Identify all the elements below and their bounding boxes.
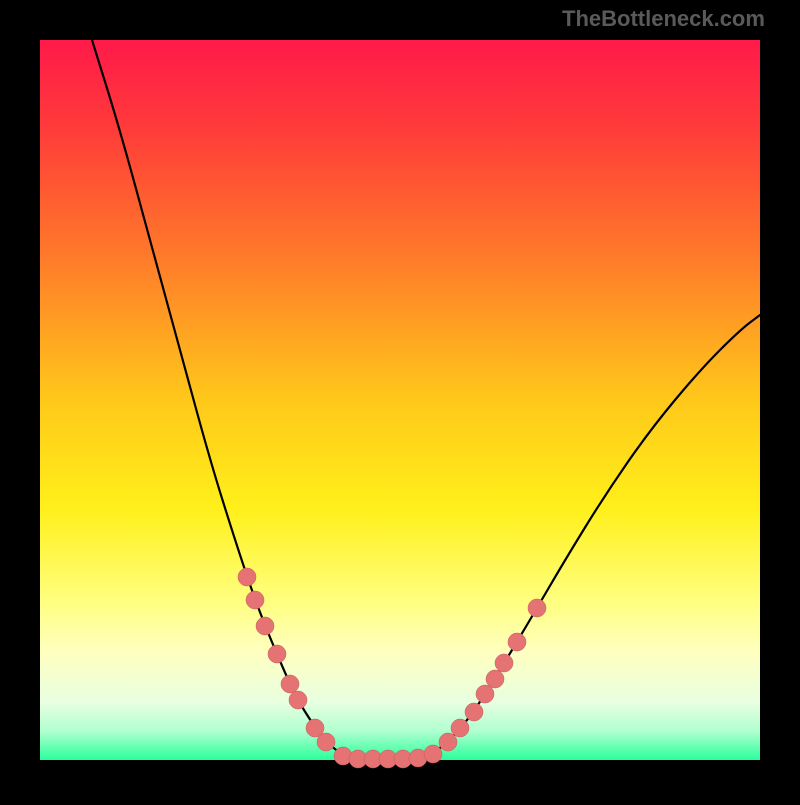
plot-area: [40, 40, 760, 760]
data-marker: [256, 617, 274, 635]
data-marker: [238, 568, 256, 586]
data-marker: [495, 654, 513, 672]
data-marker: [268, 645, 286, 663]
data-marker: [317, 733, 335, 751]
data-marker: [281, 675, 299, 693]
data-marker: [465, 703, 483, 721]
data-marker: [476, 685, 494, 703]
watermark-text: TheBottleneck.com: [562, 6, 765, 32]
data-marker: [508, 633, 526, 651]
data-marker: [439, 733, 457, 751]
data-marker: [246, 591, 264, 609]
data-marker: [528, 599, 546, 617]
data-marker: [424, 745, 442, 763]
bottleneck-chart: [0, 0, 800, 800]
data-marker: [451, 719, 469, 737]
chart-container: [0, 0, 800, 805]
data-marker: [486, 670, 504, 688]
data-marker: [289, 691, 307, 709]
